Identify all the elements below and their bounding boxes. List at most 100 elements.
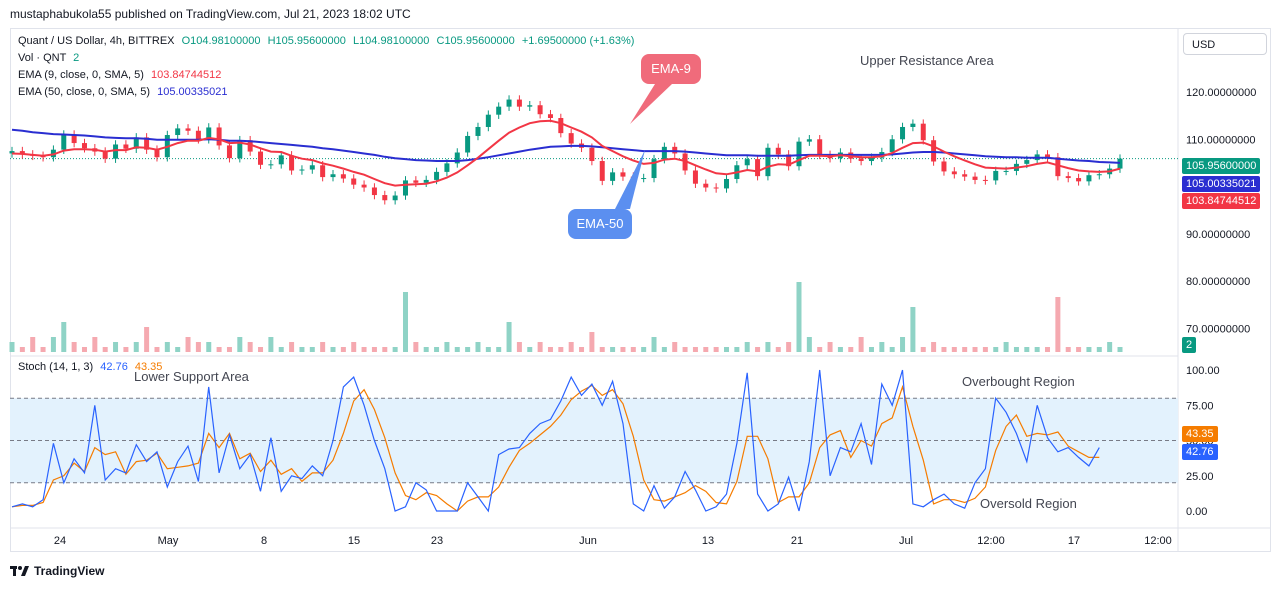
candle-body <box>910 123 916 127</box>
candle-body <box>713 187 719 189</box>
volume-bar <box>1076 347 1082 352</box>
ema9-price-tag: 103.84744512 <box>1182 193 1261 209</box>
time-tick-label: 15 <box>348 535 360 547</box>
candle-body <box>620 172 626 177</box>
candle-body <box>568 133 574 144</box>
ema50-label: EMA (50, close, 0, SMA, 5) <box>18 86 151 98</box>
volume-bar <box>226 347 232 352</box>
volume-bar <box>144 327 150 352</box>
volume-bar <box>81 347 87 352</box>
volume-value: 2 <box>73 52 80 64</box>
candle-body <box>796 141 802 167</box>
volume-bar <box>71 342 77 352</box>
volume-bar <box>796 282 802 352</box>
volume-bar <box>61 322 67 352</box>
volume-bar <box>320 342 326 352</box>
volume-bar <box>641 347 647 352</box>
candle-body <box>382 195 388 201</box>
candle-body <box>1055 157 1061 177</box>
time-tick-label: 12:00 <box>1144 535 1172 547</box>
tradingview-logo[interactable]: TradingView <box>10 564 104 578</box>
time-tick-label: Jul <box>899 535 913 547</box>
volume-bar <box>413 342 419 352</box>
volume-bar <box>164 342 170 352</box>
volume-bar <box>765 342 771 352</box>
time-tick-label: May <box>158 535 179 547</box>
volume-bar <box>123 347 129 352</box>
stoch-k-tag: 42.76 <box>1182 444 1218 460</box>
time-tick-label: 8 <box>261 535 267 547</box>
ema50-callout: EMA-50 <box>568 209 632 239</box>
volume-legend: Vol · QNT 2 <box>18 52 79 64</box>
time-tick-label: 24 <box>54 535 66 547</box>
last-price-tag: 105.95600000 <box>1182 158 1261 174</box>
volume-bar <box>599 347 605 352</box>
volume-bar <box>1045 347 1051 352</box>
volume-bar <box>206 342 212 352</box>
volume-bar <box>299 347 305 352</box>
candle-body <box>454 152 460 164</box>
candle-body <box>744 159 750 166</box>
candle-body <box>972 176 978 180</box>
volume-bar <box>951 347 957 352</box>
candle-body <box>361 184 367 188</box>
currency-selector[interactable]: USD <box>1183 33 1267 55</box>
volume-bar <box>682 347 688 352</box>
overbought-label: Overbought Region <box>962 374 1075 389</box>
candle-body <box>775 147 781 155</box>
volume-bar <box>547 347 553 352</box>
tradingview-brand: TradingView <box>34 564 105 578</box>
candle-body <box>113 144 119 159</box>
volume-bar <box>755 347 761 352</box>
volume-bar <box>1096 347 1102 352</box>
volume-bar <box>713 347 719 352</box>
stoch-tick-label: 100.00 <box>1186 365 1220 377</box>
volume-bar <box>620 347 626 352</box>
candle-body <box>1117 158 1123 169</box>
candle-body <box>465 135 471 153</box>
candle-body <box>692 170 698 184</box>
candle-body <box>9 151 15 154</box>
volume-bar <box>610 347 616 352</box>
candle-body <box>1086 175 1092 182</box>
stoch-label: Stoch (14, 1, 3) <box>18 361 94 373</box>
volume-bar <box>692 347 698 352</box>
high-label: H <box>267 35 276 47</box>
volume-bar <box>309 347 315 352</box>
volume-bar <box>9 342 15 352</box>
candle-body <box>868 157 874 162</box>
candle-body <box>527 105 533 107</box>
volume-bar <box>972 347 978 352</box>
candle-body <box>962 174 968 177</box>
candle-body <box>920 123 926 141</box>
volume-bar <box>289 342 295 352</box>
volume-bar <box>1107 342 1113 352</box>
candle-body <box>102 151 108 159</box>
candle-body <box>982 179 988 181</box>
candle-body <box>206 127 212 140</box>
candle-body <box>19 151 25 155</box>
volume-bar <box>868 347 874 352</box>
volume-bar <box>910 307 916 352</box>
candle-body <box>786 154 792 167</box>
chart-frame[interactable] <box>10 28 1271 552</box>
lower-support-label: Lower Support Area <box>134 369 249 384</box>
candle-body <box>340 174 346 179</box>
tradingview-logo-icon <box>10 566 29 576</box>
change-value: +1.69500000 (+1.63%) <box>521 35 635 47</box>
open-value: 104.98100000 <box>190 35 261 47</box>
volume-bar <box>527 347 533 352</box>
candle-body <box>289 155 295 171</box>
stoch-k-line <box>11 369 1100 513</box>
price-tick-label: 110.00000000 <box>1186 134 1256 146</box>
candle-body <box>755 159 761 177</box>
stoch-tick-label: 0.00 <box>1186 506 1207 518</box>
volume-bar <box>506 322 512 352</box>
volume-bar <box>982 347 988 352</box>
ema9-line <box>11 119 1121 187</box>
candle-body <box>61 134 67 150</box>
candle-body <box>195 130 201 140</box>
time-tick-label: Jun <box>579 535 597 547</box>
volume-bar <box>775 347 781 352</box>
